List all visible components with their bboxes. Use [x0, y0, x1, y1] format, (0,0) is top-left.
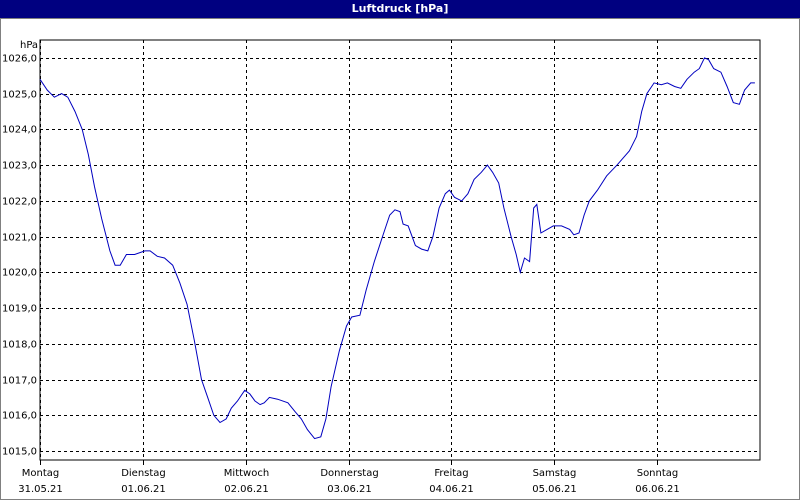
- x-tick-label: Montag: [22, 468, 59, 479]
- x-tick-label: Freitag: [434, 468, 468, 479]
- x-tick-label: Donnerstag: [320, 468, 378, 479]
- y-tick-label: 1026,0: [2, 54, 37, 65]
- line-series: [39, 57, 755, 440]
- chart-title: Luftdruck [hPa]: [352, 2, 449, 15]
- y-tick-label: 1024,0: [2, 125, 37, 136]
- y-tick-label: 1015,0: [2, 447, 37, 458]
- x-tick-label: Samstag: [533, 468, 577, 479]
- y-tick-label: 1025,0: [2, 90, 37, 101]
- x-tick-date: 01.06.21: [121, 484, 166, 495]
- x-tick-date: 03.06.21: [327, 484, 372, 495]
- x-tick-date: 06.06.21: [635, 484, 680, 495]
- x-tick-date: 04.06.21: [429, 484, 474, 495]
- y-tick-label: 1022,0: [2, 197, 37, 208]
- y-tick-label: 1018,0: [2, 340, 37, 351]
- y-tick-label: 1023,0: [2, 161, 37, 172]
- x-tick-date: 02.06.21: [224, 484, 269, 495]
- y-tick-label: 1016,0: [2, 411, 37, 422]
- x-tick-date: 05.06.21: [532, 484, 577, 495]
- x-tick-label: Sonntag: [637, 468, 679, 479]
- x-tick-date: 31.05.21: [18, 484, 63, 495]
- x-tick-label: Mittwoch: [224, 468, 269, 479]
- y-tick-label: 1017,0: [2, 376, 37, 387]
- y-tick-label: 1020,0: [2, 268, 37, 279]
- y-tick-label: 1021,0: [2, 233, 37, 244]
- title-bar: [0, 0, 800, 18]
- y-unit: hPa: [20, 40, 38, 51]
- y-tick-label: 1019,0: [2, 304, 37, 315]
- x-tick-label: Dienstag: [121, 468, 166, 479]
- plot-area: [39, 39, 761, 461]
